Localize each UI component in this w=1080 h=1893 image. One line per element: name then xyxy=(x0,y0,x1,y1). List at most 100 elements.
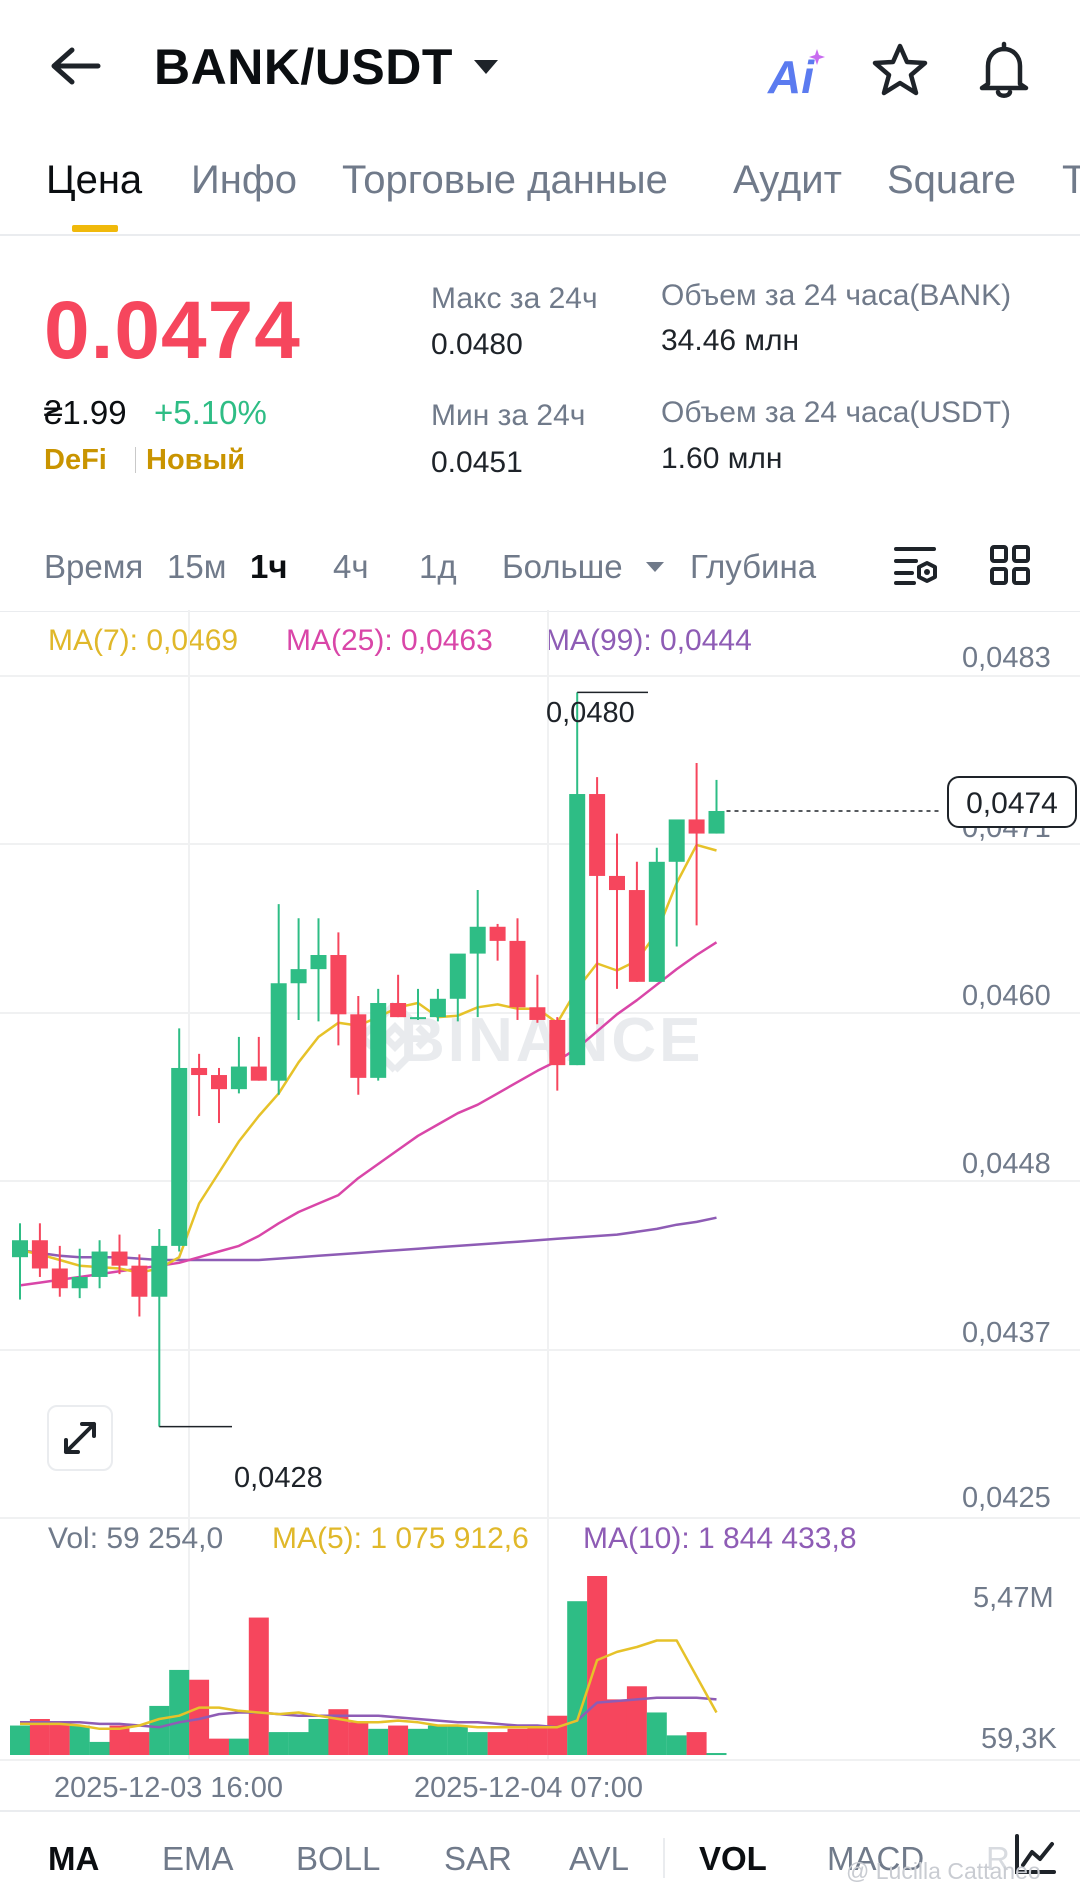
price-axis-label: 0,0460 xyxy=(962,980,1051,1012)
tf-1d[interactable]: 1д xyxy=(419,548,457,585)
volume-chart[interactable] xyxy=(0,1560,940,1760)
volume-bar xyxy=(607,1699,627,1755)
volume-bar xyxy=(666,1735,687,1755)
last-price: 0.0474 xyxy=(44,285,301,376)
volume-bar xyxy=(209,1738,229,1755)
chart-grid xyxy=(0,610,1080,1761)
ma99-legend: MA(99): 0,0444 xyxy=(545,624,752,657)
volume-bar xyxy=(109,1725,130,1755)
tag-divider xyxy=(135,447,136,473)
volume-bar xyxy=(129,1732,150,1755)
indicator-macd[interactable]: MACD xyxy=(827,1840,925,1877)
volume-bar xyxy=(587,1576,608,1755)
back-arrow-icon[interactable] xyxy=(46,44,102,88)
candle-body xyxy=(370,1003,387,1078)
indicator-boll[interactable]: BOLL xyxy=(296,1840,381,1877)
candle-body xyxy=(290,969,307,984)
candle-body xyxy=(589,794,606,876)
tf-1h[interactable]: 1ч xyxy=(250,548,288,585)
low-24h-label: Мин за 24ч xyxy=(431,399,586,432)
price-change: +5.10% xyxy=(154,394,267,431)
expand-icon xyxy=(64,1422,96,1454)
volume-bar xyxy=(686,1732,707,1755)
vol-ma5-line xyxy=(20,1639,718,1731)
candle-body xyxy=(469,926,486,954)
tab-price[interactable]: Цена xyxy=(46,158,143,202)
volume-bar xyxy=(408,1728,428,1755)
pair-title[interactable]: BANK/USDT xyxy=(154,39,453,95)
vol-base-value: 34.46 млн xyxy=(661,324,800,357)
candle-body xyxy=(171,1067,188,1246)
tag-new[interactable]: Новый xyxy=(146,444,246,476)
ma7-legend: MA(7): 0,0469 xyxy=(48,624,239,657)
volume-bar xyxy=(368,1728,389,1755)
date-axis-label: 2025-12-03 16:00 xyxy=(54,1772,283,1804)
vol-quote-label: Объем за 24 часа(USDT) xyxy=(661,396,1012,429)
price-axis-label: 0,0483 xyxy=(962,642,1051,674)
volume-bar xyxy=(228,1738,249,1755)
more-caret-icon[interactable] xyxy=(644,560,666,574)
vol-base-label: Объем за 24 часа(BANK) xyxy=(661,279,1012,312)
star-icon[interactable] xyxy=(871,42,929,98)
ai-icon[interactable]: Ai xyxy=(768,51,814,103)
tab-more[interactable]: Т xyxy=(1062,158,1080,202)
candle-body xyxy=(230,1066,247,1090)
chart-settings-icon[interactable] xyxy=(894,545,940,587)
vol-quote-value: 1.60 млн xyxy=(661,442,783,475)
price-axis-label: 0,0425 xyxy=(962,1482,1051,1514)
candle-body xyxy=(489,926,506,941)
indicator-ema[interactable]: EMA xyxy=(162,1840,234,1877)
candle-body xyxy=(628,890,645,982)
vol-axis-label: 59,3K xyxy=(981,1723,1057,1755)
candle-body xyxy=(211,1075,227,1090)
indicator-avl[interactable]: AVL xyxy=(569,1840,629,1877)
high-24h-value: 0.0480 xyxy=(431,328,523,361)
volume-bar xyxy=(487,1732,508,1755)
candle-body xyxy=(270,983,287,1081)
candle-body xyxy=(708,810,725,834)
ma7-line xyxy=(19,843,717,1274)
volume-bar xyxy=(507,1728,528,1755)
bell-icon[interactable] xyxy=(976,40,1032,100)
volume-bar xyxy=(49,1722,70,1755)
caret-down-icon[interactable] xyxy=(472,58,500,76)
volume-bar xyxy=(646,1712,667,1755)
tf-more[interactable]: Больше xyxy=(502,548,623,585)
tab-info[interactable]: Инфо xyxy=(191,158,297,202)
current-price-tag[interactable]: 0,0474 xyxy=(947,776,1077,828)
indicator-ma[interactable]: MA xyxy=(48,1840,100,1877)
volume-bar xyxy=(527,1725,548,1755)
indicator-sar[interactable]: SAR xyxy=(444,1840,512,1877)
high-annotation: 0,0480 xyxy=(546,697,635,729)
volume-bar xyxy=(547,1715,568,1755)
indicator-vol[interactable]: VOL xyxy=(699,1840,767,1877)
tab-audit[interactable]: Аудит xyxy=(733,158,842,202)
candlestick-chart[interactable] xyxy=(0,600,940,1500)
candle-body xyxy=(390,1003,407,1018)
indicator-settings-icon[interactable] xyxy=(1012,1832,1058,1878)
low-annotation: 0,0428 xyxy=(234,1462,323,1494)
candle-body xyxy=(71,1276,88,1289)
expand-chart-button[interactable] xyxy=(47,1405,113,1471)
volume-bar xyxy=(10,1725,30,1755)
tf-4h[interactable]: 4ч xyxy=(333,548,369,585)
fiat-price: ₴1.99 xyxy=(44,394,127,431)
layout-grid-icon[interactable] xyxy=(989,544,1031,586)
volume-bar xyxy=(288,1732,309,1755)
candle-body xyxy=(51,1268,68,1289)
vol-ma5-legend: MA(5): 1 075 912,6 xyxy=(272,1522,529,1555)
tab-square[interactable]: Square xyxy=(887,158,1016,202)
candle-body xyxy=(91,1251,108,1277)
volume-bar xyxy=(268,1732,289,1755)
candle-body xyxy=(609,875,625,891)
candle-body xyxy=(310,955,327,970)
ma99-line xyxy=(19,1216,717,1262)
tab-trading-data[interactable]: Торговые данные xyxy=(342,158,668,202)
tf-depth[interactable]: Глубина xyxy=(690,548,817,585)
indicator-more[interactable]: R xyxy=(986,1840,1010,1877)
volume-bar xyxy=(149,1705,170,1755)
tf-15m[interactable]: 15м xyxy=(167,548,227,585)
tag-defi[interactable]: DeFi xyxy=(44,444,107,476)
volume-bar xyxy=(248,1617,269,1755)
candle-body xyxy=(509,940,526,1008)
